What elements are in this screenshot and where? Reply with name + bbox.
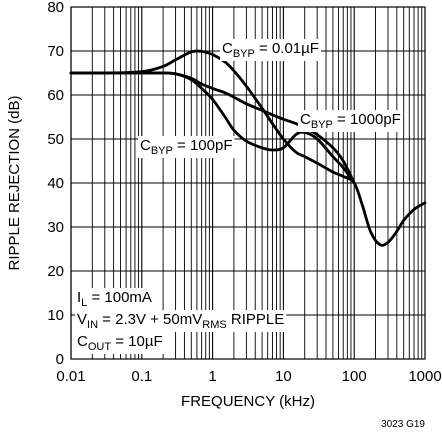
annotations: CBYP = 0.01µF CBYP = 1000pF CBYP = 100pF IL… [75, 39, 403, 354]
label-cbyp-100pf-bg [138, 136, 235, 158]
condition-line-1-bg [75, 288, 154, 310]
y-tick-label: 70 [47, 43, 64, 60]
curves [69, 49, 427, 247]
y-tick-label: 10 [47, 307, 64, 324]
x-tick-label: 1 [208, 368, 216, 385]
condition-line-2-text: VIN = 2.3V + 50mVRMS RIPPLE [77, 311, 284, 331]
y-tick-label: 30 [47, 219, 64, 236]
condition-line-3-bg [75, 332, 165, 354]
x-axis-label: FREQUENCY (kHz) [181, 393, 315, 410]
tick-labels: 0.01 0.1 1 10 100 1000 0 10 20 30 40 50 60 70 80 [47, 0, 441, 385]
x-tick-label: 1000 [408, 368, 441, 385]
y-tick-label: 0 [56, 351, 64, 368]
curve-cbyp-100pf [69, 71, 356, 185]
condition-line-2-bg [75, 310, 287, 332]
condition-line-1-text: IL = 100mA [77, 289, 152, 309]
y-tick-label: 40 [47, 175, 64, 192]
condition-line-3-text: COUT = 10µF [77, 333, 163, 353]
condition-line-1: IL = 100mA [75, 288, 154, 310]
x-tick-label: 0.01 [56, 368, 85, 385]
figure-id: 3023 G19 [381, 419, 425, 430]
label-cbyp-1000pf-text: CBYP = 1000pF [300, 111, 401, 131]
label-cbyp-0.01uf: CBYP = 0.01µF [220, 39, 321, 61]
grid [70, 6, 425, 360]
label-cbyp-1000pf: CBYP = 1000pF [298, 110, 403, 132]
y-tick-label: 50 [47, 131, 64, 148]
label-cbyp-1000pf-bg [298, 110, 403, 132]
y-axis-label: RIPPLE REJECTION (dB) [6, 95, 23, 270]
condition-line-2: VIN = 2.3V + 50mVRMS RIPPLE [75, 310, 287, 332]
label-cbyp-100pf: CBYP = 100pF [138, 136, 235, 158]
label-cbyp-0.01uf-bg [220, 39, 321, 61]
y-tick-label: 20 [47, 263, 64, 280]
y-tick-label: 60 [47, 87, 64, 104]
label-cbyp-0.01uf-text: CBYP = 0.01µF [222, 40, 319, 60]
x-tick-label: 100 [342, 368, 367, 385]
label-cbyp-100pf-text: CBYP = 100pF [140, 137, 233, 157]
condition-line-3: COUT = 10µF [75, 332, 165, 354]
x-tick-label: 10 [275, 368, 292, 385]
curve-cbyp-0.01uf [69, 49, 427, 247]
y-tick-label: 80 [47, 0, 64, 16]
x-tick-label: 0.1 [131, 368, 152, 385]
plot-frame [70, 6, 426, 360]
